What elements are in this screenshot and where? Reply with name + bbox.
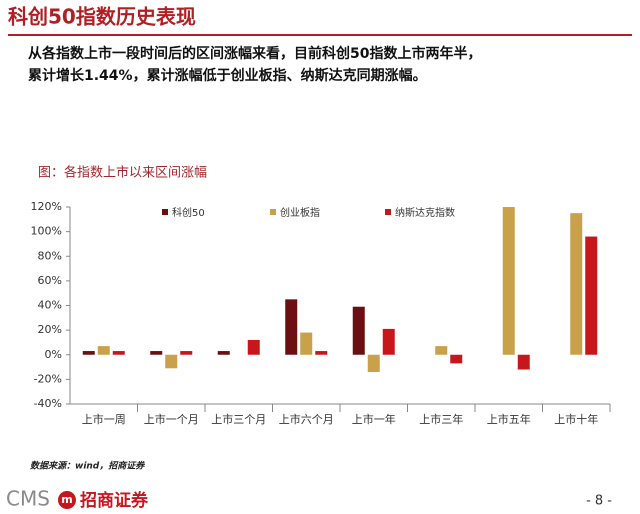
bar <box>180 351 193 355</box>
bar <box>570 213 583 355</box>
bar <box>217 351 230 355</box>
bar <box>502 207 515 355</box>
bar <box>112 351 125 355</box>
y-tick-label: 80% <box>38 249 62 262</box>
y-tick-label: 60% <box>38 274 62 287</box>
bar <box>165 354 178 369</box>
y-tick-label: 100% <box>31 225 62 238</box>
bar <box>450 354 463 364</box>
x-tick-label: 上市一年 <box>352 412 396 426</box>
x-tick-label: 上市六个月 <box>279 412 334 426</box>
logo-icon <box>58 491 76 509</box>
x-tick-label: 上市一周 <box>82 412 126 426</box>
x-tick-label: 上市三年 <box>419 412 463 426</box>
source: 数据来源：wind，招商证券 <box>30 461 145 472</box>
x-tick-label: 上市十年 <box>554 412 598 426</box>
y-tick-label: 20% <box>38 323 62 336</box>
x-tick-label: 上市五年 <box>487 412 531 426</box>
paragraph-line: 从各指数上市一段时间后的区间涨幅来看，目前科创50指数上市两年半， <box>28 45 481 62</box>
legend-swatch <box>270 209 276 215</box>
y-tick-label: 40% <box>38 299 62 312</box>
logo: CMS <box>6 487 50 511</box>
bar <box>585 236 598 355</box>
y-tick-label: -40% <box>34 397 62 410</box>
x-tick-label: 上市三个月 <box>211 412 266 426</box>
bar <box>315 351 328 355</box>
bar <box>367 354 380 372</box>
bar <box>285 299 298 355</box>
legend-label: 纳斯达克指数 <box>395 206 455 219</box>
bar <box>382 328 395 355</box>
bar <box>97 346 110 355</box>
legend-label: 创业板指 <box>280 206 320 219</box>
page-number: - 8 - <box>586 494 612 509</box>
logo-mark: m <box>61 493 72 506</box>
legend-label: 科创50 <box>172 206 205 219</box>
chart-title: 图：各指数上市以来区间涨幅 <box>38 165 207 181</box>
bar <box>150 351 163 355</box>
bar <box>82 351 95 355</box>
bar <box>435 346 448 355</box>
legend-swatch <box>162 209 168 215</box>
brand: 招商证券 <box>80 490 149 511</box>
x-tick-label: 上市一个月 <box>144 412 199 426</box>
slide-title: 科创50指数历史表现 <box>8 5 196 29</box>
paragraph-line: 累计增长1.44%，累计涨幅低于创业板指、纳斯达克同期涨幅。 <box>28 67 427 84</box>
legend-swatch <box>385 209 391 215</box>
y-tick-label: 120% <box>31 200 62 213</box>
y-tick-label: -20% <box>34 372 62 385</box>
bar <box>300 332 313 355</box>
bar <box>517 354 530 370</box>
bar <box>247 339 260 355</box>
bar <box>352 306 365 355</box>
y-tick-label: 0% <box>45 348 62 361</box>
